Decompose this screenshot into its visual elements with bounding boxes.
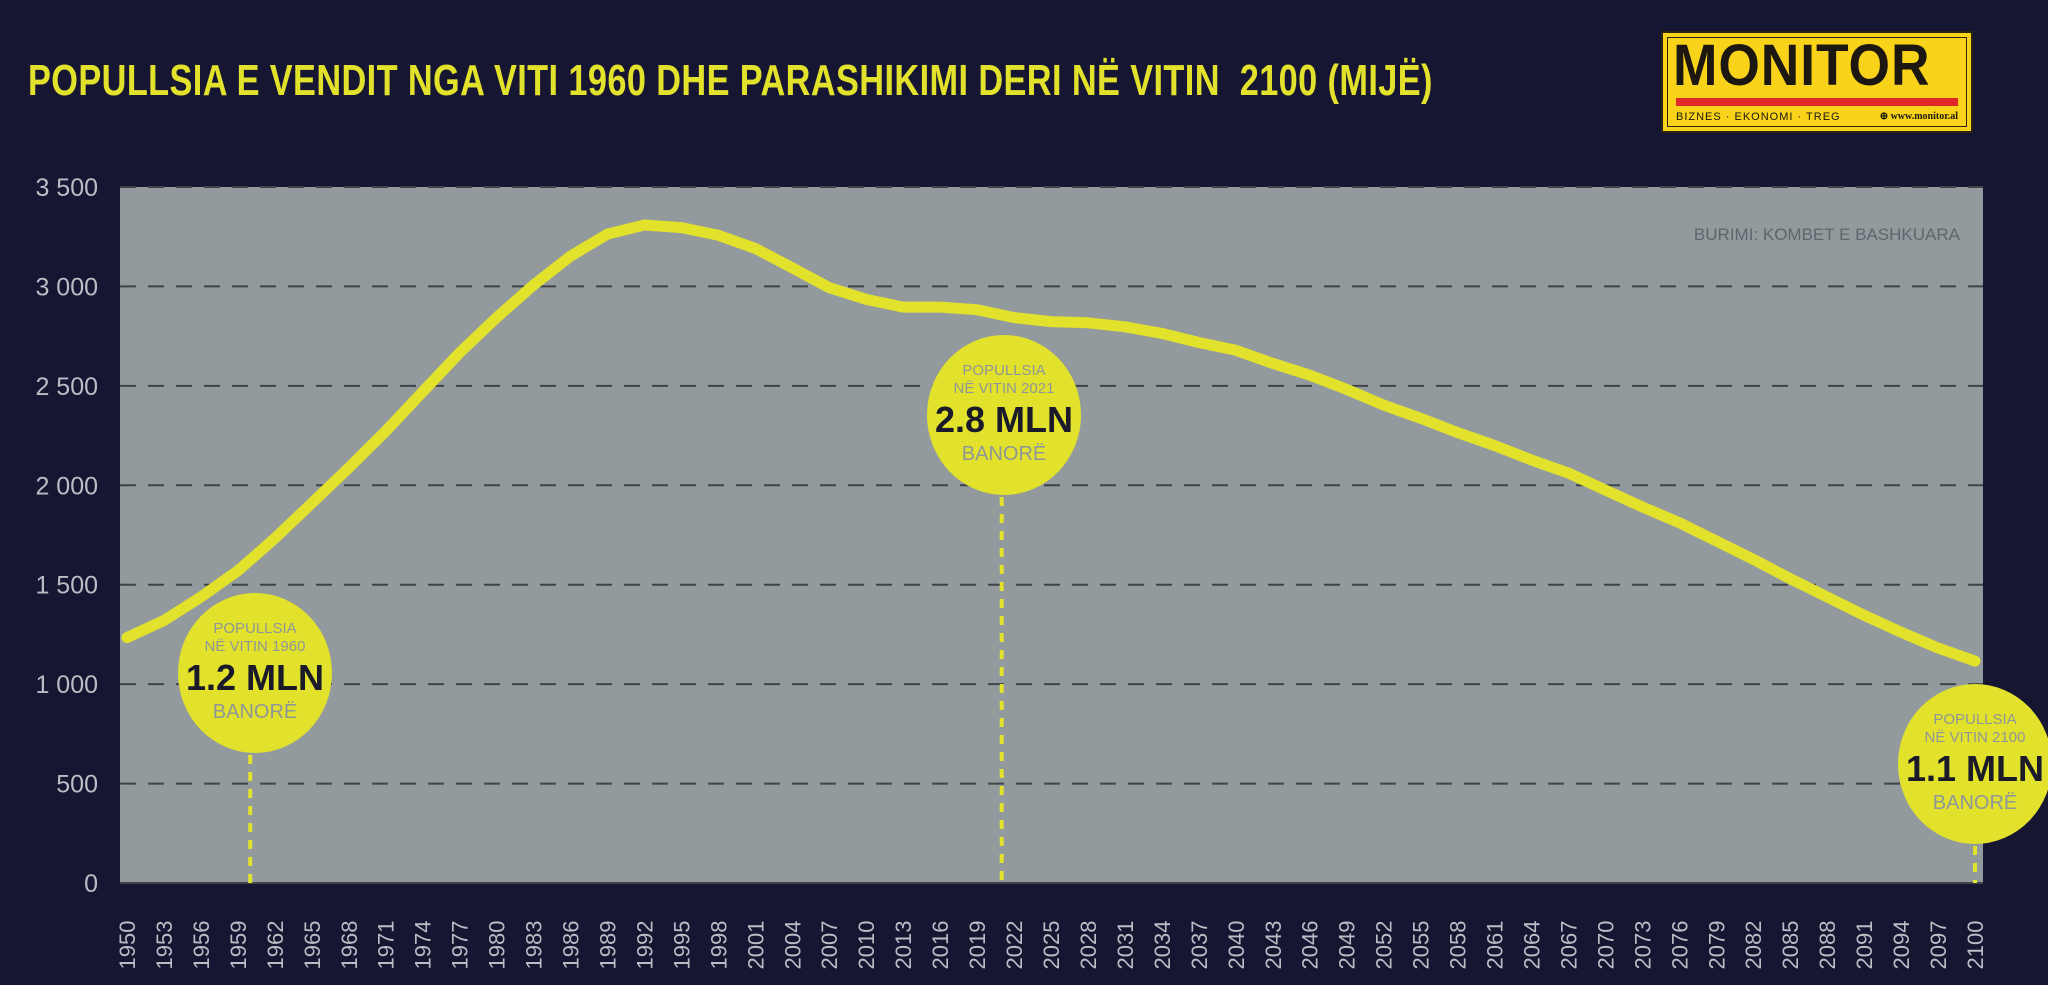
y-tick-label: 500: [56, 771, 98, 799]
x-tick-label: 2034: [1150, 921, 1175, 970]
x-tick-label: 1956: [189, 921, 214, 970]
x-tick-label: 1965: [300, 921, 325, 970]
x-tick-label: 2046: [1298, 921, 1323, 970]
logo-frame: [1667, 37, 1967, 127]
x-tick-label: 1992: [632, 921, 657, 970]
x-tick-label: 2019: [965, 921, 990, 970]
y-tick-label: 3 000: [35, 273, 98, 301]
x-tick-label: 1989: [595, 921, 620, 970]
x-tick-label: 1986: [559, 921, 584, 970]
x-tick-label: 2079: [1704, 921, 1729, 970]
x-tick-label: 2061: [1483, 921, 1508, 970]
y-tick-label: 2 000: [35, 472, 98, 500]
x-tick-label: 1980: [485, 921, 510, 970]
x-tick-label: 2016: [928, 921, 953, 970]
annotation-bubble: [1898, 684, 2048, 844]
x-tick-label: 1977: [448, 921, 473, 970]
x-tick-label: 2058: [1446, 921, 1471, 970]
x-tick-label: 1998: [706, 921, 731, 970]
annotation-label: POPULLSIA: [962, 362, 1045, 379]
logo-name: MONITOR: [1673, 33, 1931, 98]
x-tick-label: 2097: [1926, 921, 1951, 970]
x-tick-label: 2100: [1963, 921, 1988, 970]
monitor-logo[interactable]: MONITOR BIZNES · EKONOMI · TREG ⊕ www.mo…: [1661, 31, 1973, 133]
x-tick-label: 1974: [411, 921, 436, 970]
x-tick-label: 2073: [1630, 921, 1655, 970]
x-tick-label: 2037: [1187, 921, 1212, 970]
annotation-bubble: [927, 335, 1081, 495]
x-tick-label: 2040: [1224, 921, 1249, 970]
logo-red-bar: [1676, 98, 1958, 106]
x-tick-label: 2052: [1372, 921, 1397, 970]
x-tick-label: 2043: [1261, 921, 1286, 970]
population-line: [121, 219, 1981, 667]
x-tick-label: 1950: [115, 921, 140, 970]
x-tick-label: 2085: [1778, 921, 1803, 970]
logo-tagline: BIZNES · EKONOMI · TREG: [1676, 111, 1841, 123]
annotation-label: NË VITIN 2100: [1925, 729, 2026, 746]
x-tick-label: 2013: [891, 921, 916, 970]
annotation-label: POPULLSIA: [1933, 711, 2016, 728]
y-tick-label: 0: [84, 870, 98, 898]
annotation-value: 1.2 MLN: [186, 657, 324, 698]
x-tick-label: 2001: [743, 921, 768, 970]
globe-icon: ⊕: [1879, 111, 1891, 122]
x-tick-label: 2022: [1002, 921, 1027, 970]
x-tick-label: 2031: [1113, 921, 1138, 970]
x-tick-label: 2028: [1076, 921, 1101, 970]
annotation-label: NË VITIN 2021: [954, 380, 1055, 397]
x-tick-label: 2067: [1556, 921, 1581, 970]
logo-url: ⊕ www.monitor.al: [1880, 111, 1958, 122]
x-tick-label: 2064: [1519, 921, 1544, 970]
annotation-bubble: [178, 593, 332, 753]
x-tick-label: 2082: [1741, 921, 1766, 970]
x-tick-label: 2007: [817, 921, 842, 970]
y-tick-label: 1 000: [35, 671, 98, 699]
x-tick-label: 2070: [1593, 921, 1618, 970]
x-tick-label: 2004: [780, 921, 805, 970]
chart-title: POPULLSIA E VENDIT NGA VITI 1960 DHE PAR…: [28, 56, 1433, 105]
x-tick-label: 1953: [152, 921, 177, 970]
annotation-value: 2.8 MLN: [935, 399, 1073, 440]
x-tick-label: 1995: [669, 921, 694, 970]
annotation-unit: BANORË: [1933, 792, 2017, 814]
annotation-unit: BANORË: [962, 443, 1046, 465]
annotation-label: NË VITIN 1960: [205, 638, 306, 655]
logo-url-text: www.monitor.al: [1890, 111, 1958, 122]
y-tick-label: 3 500: [35, 174, 98, 202]
annotation-unit: BANORË: [213, 701, 297, 723]
source-label: BURIMI: KOMBET E BASHKUARA: [1694, 225, 1961, 244]
x-tick-label: 1962: [263, 921, 288, 970]
x-tick-label: 1959: [226, 921, 251, 970]
y-tick-label: 2 500: [35, 373, 98, 401]
plot-area: [120, 187, 1983, 883]
x-tick-label: 2076: [1667, 921, 1692, 970]
x-tick-label: 1968: [337, 921, 362, 970]
x-tick-label: 1971: [374, 921, 399, 970]
y-tick-label: 1 500: [35, 572, 98, 600]
annotation-value: 1.1 MLN: [1906, 748, 2044, 789]
x-tick-label: 2055: [1409, 921, 1434, 970]
annotation-label: POPULLSIA: [213, 620, 296, 637]
x-tick-label: 2088: [1815, 921, 1840, 970]
x-tick-label: 1983: [522, 921, 547, 970]
x-tick-label: 2010: [854, 921, 879, 970]
x-tick-label: 2091: [1852, 921, 1877, 970]
x-tick-label: 2025: [1039, 921, 1064, 970]
x-tick-label: 2094: [1889, 921, 1914, 970]
x-tick-label: 2049: [1335, 921, 1360, 970]
